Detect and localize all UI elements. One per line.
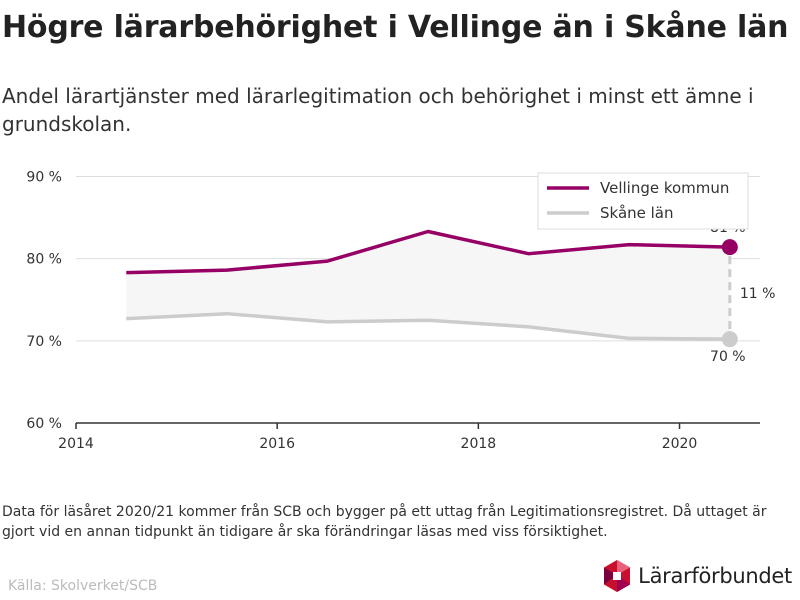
chart-subtitle: Andel lärartjänster med lärarlegitimatio…: [2, 84, 754, 136]
legend-box: [537, 172, 749, 230]
legend-label: Skåne län: [600, 204, 674, 222]
chart-title: Högre lärarbehörighet i Vellinge än i Sk…: [2, 10, 789, 45]
series-line: [126, 229, 730, 275]
source-label: Källa: Skolverket/SCB: [8, 578, 158, 594]
logo-hexagon-icon: [604, 560, 631, 592]
y-tick-label: 60 %: [26, 416, 62, 432]
logo-text: Lärarförbundet: [638, 564, 792, 588]
y-tick-label: 70 %: [26, 334, 62, 350]
legend-label: Vellinge kommun: [600, 179, 729, 197]
x-tick-label: 2020: [662, 436, 698, 452]
y-tick-label: 80 %: [26, 252, 62, 268]
end-value-label: 70 %: [710, 349, 746, 365]
x-tick-label: 2018: [461, 436, 497, 452]
data-note: Data för läsåret 2020/21 kommer från SCB…: [2, 504, 767, 540]
series-line: [126, 311, 730, 341]
brand-logo: Lärarförbundet: [602, 558, 792, 594]
y-tick-label: 90 %: [26, 169, 62, 185]
end-point: [721, 239, 738, 256]
gap-area: [126, 231, 730, 340]
end-point: [721, 331, 738, 348]
x-tick-label: 2014: [58, 436, 94, 452]
x-tick-label: 2016: [259, 436, 295, 452]
gap-label: 11 %: [740, 286, 776, 302]
